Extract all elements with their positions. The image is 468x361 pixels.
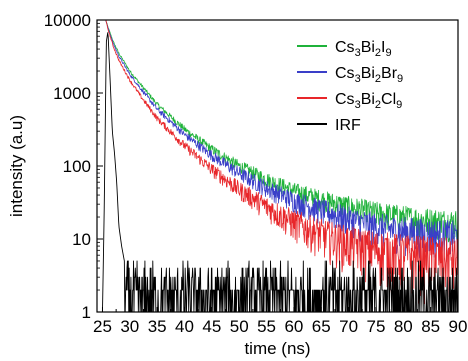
legend-label-cs3bi2br9: Cs3Bi2Br9: [335, 65, 403, 85]
series-layer: [102, 19, 459, 313]
y-tick-label: 10000: [44, 11, 91, 30]
legend-label-cs3bi2cl9: Cs3Bi2Cl9: [335, 91, 402, 111]
legend-label-irf: IRF: [335, 117, 361, 134]
x-tick-label: 65: [312, 317, 331, 336]
x-tick-label: 35: [148, 317, 167, 336]
x-tick-label: 80: [394, 317, 413, 336]
x-tick-label: 40: [175, 317, 194, 336]
x-tick-label: 75: [366, 317, 385, 336]
series-line-cs3bi2i9: [105, 19, 459, 243]
x-axis-title: time (ns): [244, 339, 310, 358]
x-tick-label: 55: [257, 317, 276, 336]
x-tick-label: 70: [339, 317, 358, 336]
series-line-irf: [102, 32, 458, 313]
x-tick-label: 25: [93, 317, 112, 336]
legend-label-cs3bi2i9: Cs3Bi2I9: [335, 39, 392, 59]
y-tick-label: 1: [82, 303, 91, 322]
y-axis-title: intensity (a.u): [7, 115, 26, 217]
series-line-cs3bi2br9: [105, 19, 459, 263]
y-tick-label: 100: [63, 157, 91, 176]
x-tick-label: 30: [120, 317, 139, 336]
series-line-cs3bi2cl9: [105, 19, 459, 305]
x-tick-label: 50: [230, 317, 249, 336]
x-tick-label: 85: [421, 317, 440, 336]
y-tick-label: 1000: [53, 84, 91, 103]
x-tick-label: 60: [284, 317, 303, 336]
x-tick-label: 45: [202, 317, 221, 336]
x-axis: 25 30 35 40 45 50 55 60 65 70 75 80 85 90: [93, 307, 467, 336]
y-tick-label: 10: [72, 230, 91, 249]
legend: Cs3Bi2I9 Cs3Bi2Br9 Cs3Bi2Cl9 IRF: [297, 39, 403, 134]
x-tick-label: 90: [449, 317, 468, 336]
plot-area: 25 30 35 40 45 50 55 60 65 70 75 80 85 90 11010010001…: [44, 11, 468, 336]
y-axis: 1 10 100 1000 10000: [44, 11, 103, 322]
